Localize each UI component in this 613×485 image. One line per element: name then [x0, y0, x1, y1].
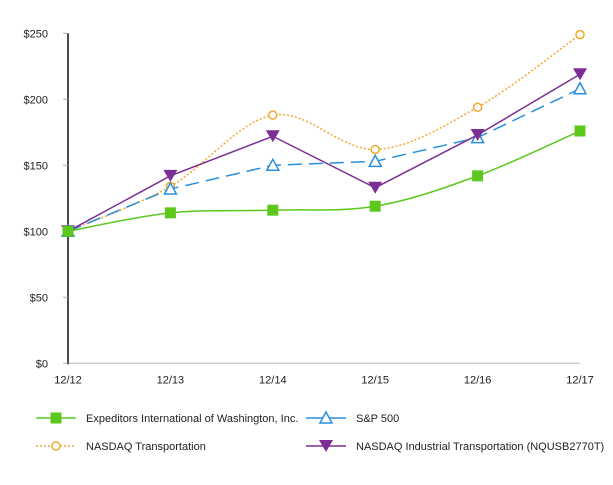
data-point — [267, 204, 279, 216]
y-tick-label: $0 — [36, 358, 48, 370]
legend-label: Expeditors International of Washington, … — [86, 413, 298, 425]
legend-label: NASDAQ Transportation — [86, 441, 206, 453]
series-2 — [63, 29, 585, 237]
legend-marker — [319, 440, 333, 452]
data-point — [368, 181, 383, 194]
x-tick-label: 12/17 — [566, 374, 594, 386]
y-tick-label: $250 — [24, 28, 48, 40]
data-point — [470, 128, 485, 141]
y-tick-label: $50 — [30, 292, 48, 304]
data-point — [163, 169, 178, 182]
x-tick-label: 12/15 — [361, 374, 389, 386]
series-1 — [60, 81, 588, 238]
data-point — [575, 29, 585, 40]
data-point — [369, 200, 381, 212]
data-point — [164, 207, 176, 219]
x-tick-label: 12/14 — [259, 374, 287, 386]
legend-item: NASDAQ Transportation — [36, 441, 206, 453]
x-tick-label: 12/12 — [54, 374, 82, 386]
x-tick-label: 12/16 — [464, 374, 492, 386]
x-tick-label: 12/13 — [157, 374, 185, 386]
series-0 — [62, 125, 586, 237]
legend-item: S&P 500 — [306, 410, 399, 425]
data-point — [62, 225, 74, 237]
data-point — [572, 81, 588, 95]
data-point — [472, 102, 483, 112]
legend-marker — [51, 441, 61, 451]
data-point — [265, 157, 281, 172]
legend-label: NASDAQ Industrial Transportation (NQUSB2… — [356, 441, 604, 453]
data-point — [367, 153, 383, 168]
legend-marker — [50, 412, 62, 424]
series-line — [67, 34, 581, 232]
data-point — [370, 144, 380, 155]
y-tick-label: $200 — [24, 94, 48, 106]
data-point — [573, 68, 587, 81]
data-point — [265, 130, 280, 143]
data-point — [268, 110, 278, 120]
series-3 — [61, 68, 587, 238]
data-point — [472, 170, 484, 182]
legend-label: S&P 500 — [356, 413, 399, 425]
series-line — [67, 73, 581, 232]
series-line — [67, 130, 581, 233]
series-line — [67, 88, 581, 232]
legend-item: NASDAQ Industrial Transportation (NQUSB2… — [306, 440, 604, 453]
data-point — [574, 125, 586, 137]
y-tick-label: $100 — [24, 226, 48, 238]
y-tick-label: $150 — [24, 160, 48, 172]
data-point — [163, 181, 178, 195]
legend-marker — [318, 410, 334, 424]
legend-item: Expeditors International of Washington, … — [36, 412, 298, 425]
